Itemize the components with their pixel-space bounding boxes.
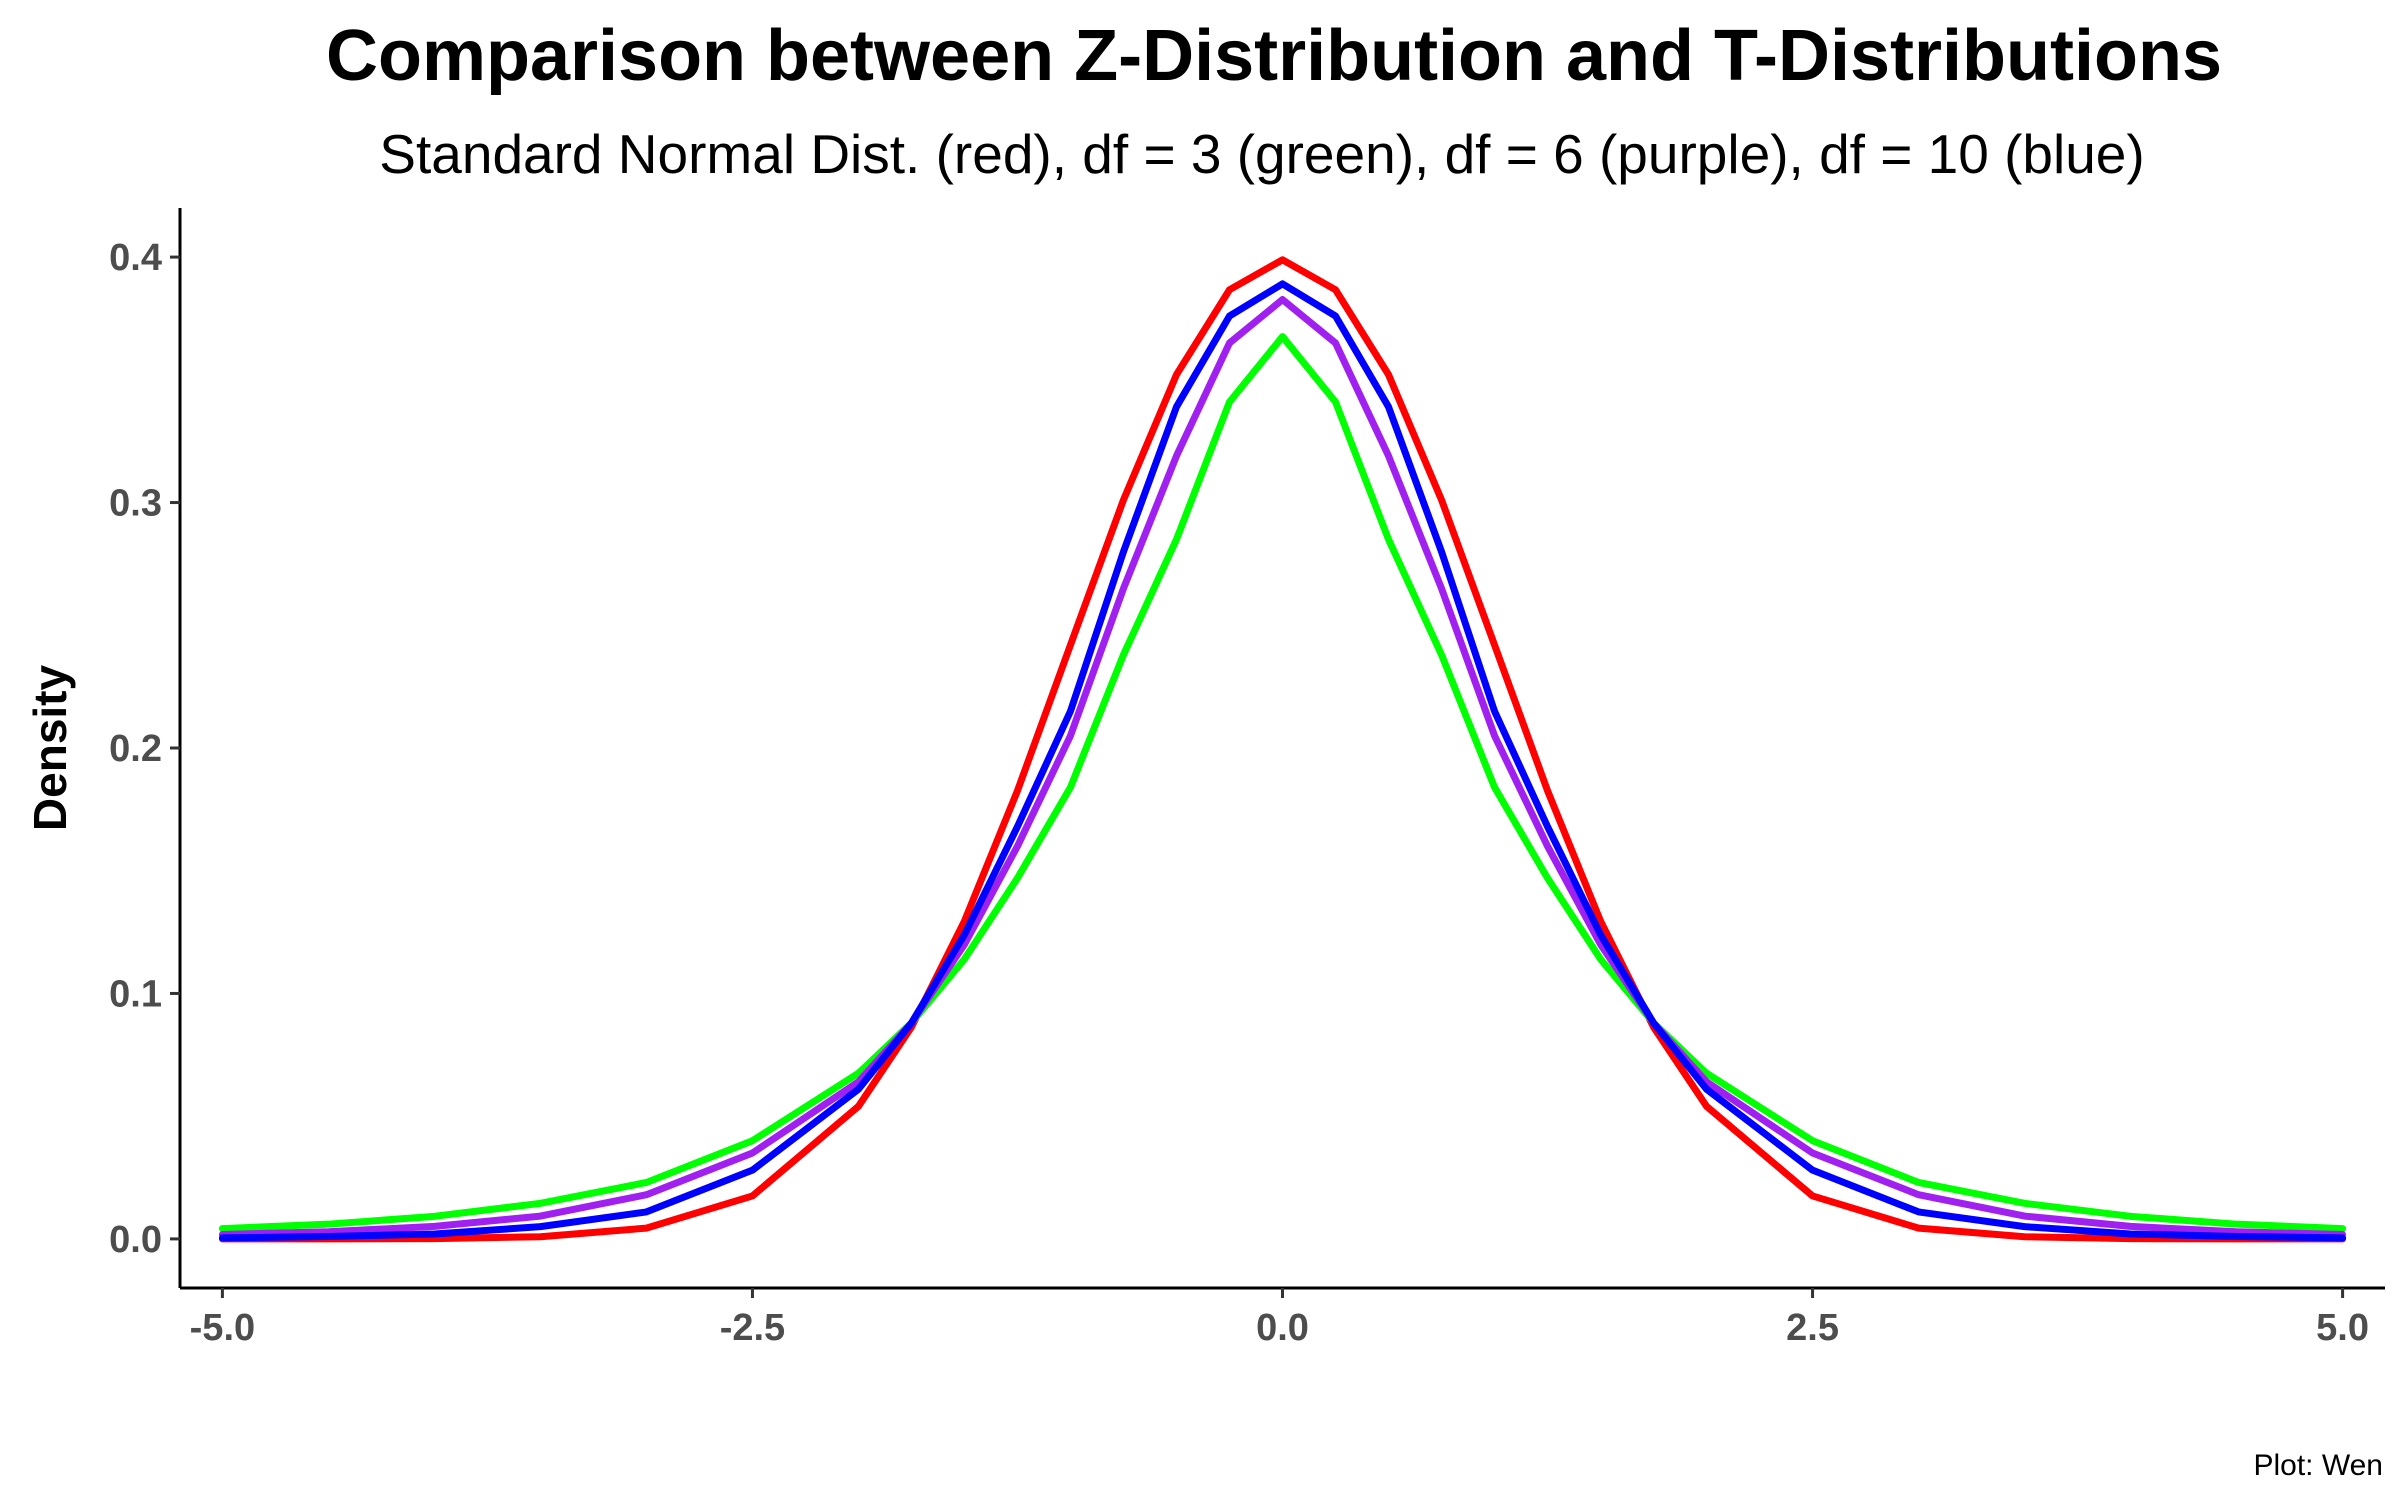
y-tick-label: 0.4 [109,237,162,279]
x-tick-label: 0.0 [1256,1307,1309,1349]
x-axis-ticks: -5.0 -2.5 0.0 2.5 5.0 [190,1288,2369,1349]
chart-caption: Plot: Wen [2253,1449,2383,1482]
x-tick-label: 2.5 [1786,1307,1839,1349]
y-axis-title: Density [24,665,76,832]
y-axis-ticks: 0.0 0.1 0.2 0.3 0.4 [109,237,180,1261]
plot-series [218,256,2347,1243]
x-tick-label: -5.0 [190,1307,255,1349]
y-tick-label: 0.0 [109,1219,162,1261]
x-tick-label: -2.5 [720,1307,785,1349]
chart-subtitle: Standard Normal Dist. (red), df = 3 (gre… [379,123,2144,185]
y-tick-label: 0.2 [109,728,162,770]
series-line-0 [218,256,2347,1243]
x-tick-label: 5.0 [2316,1307,2369,1349]
chart-title: Comparison between Z-Distribution and T-… [326,16,2222,96]
y-tick-label: 0.3 [109,483,162,525]
series-line-1 [218,333,2347,1233]
y-tick-label: 0.1 [109,973,162,1015]
series-line-2 [218,296,2347,1238]
series-line-3 [218,280,2347,1242]
